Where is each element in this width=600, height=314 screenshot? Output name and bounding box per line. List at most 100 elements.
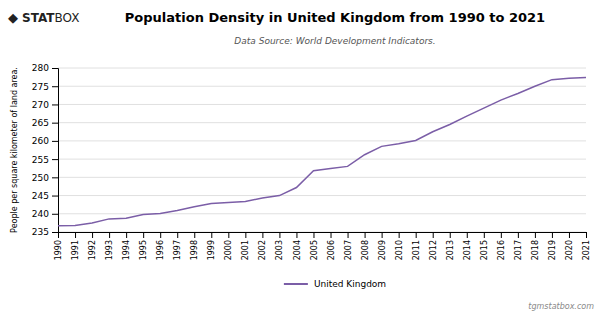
logo-diamond: ◆ [8, 10, 18, 25]
y-tick: 270 [32, 100, 58, 110]
x-tick: 1999 [207, 232, 216, 260]
x-tick: 2010 [395, 232, 404, 260]
x-tick-label: 2018 [531, 240, 540, 260]
y-tick-mark [52, 177, 58, 178]
x-tick: 2012 [429, 232, 438, 260]
y-tick-mark [52, 68, 58, 69]
x-tick-label: 2003 [275, 240, 284, 260]
x-tick-label: 2013 [446, 240, 455, 260]
x-tick: 2008 [361, 232, 370, 260]
x-tick-label: 1991 [71, 240, 80, 260]
x-tick-label: 2009 [378, 240, 387, 260]
y-tick: 250 [32, 173, 58, 183]
x-tick-label: 1998 [190, 240, 199, 260]
y-tick-mark [52, 86, 58, 87]
x-tick: 1996 [156, 232, 165, 260]
y-tick-label: 270 [32, 100, 49, 110]
x-axis-line [59, 233, 587, 239]
y-axis-line [52, 69, 59, 233]
x-tick: 1995 [139, 232, 148, 260]
y-tick: 280 [32, 63, 58, 73]
x-tick-mark [262, 232, 263, 238]
x-tick-mark [143, 232, 144, 238]
x-tick-mark [331, 232, 332, 238]
x-tick: 2001 [241, 232, 250, 260]
y-axis-title: People per square kilometer of land area… [10, 67, 19, 233]
x-tick-label: 1993 [105, 240, 114, 260]
x-tick-mark [194, 232, 195, 238]
logo-box: BOX [54, 11, 79, 25]
x-tick-label: 1990 [54, 240, 63, 260]
x-tick-mark [518, 232, 519, 238]
grid-line [58, 104, 586, 105]
x-tick-label: 2007 [344, 240, 353, 260]
x-tick: 1991 [71, 232, 80, 260]
x-tick-mark [586, 232, 587, 238]
grid-line [58, 122, 586, 123]
x-tick-label: 1996 [156, 240, 165, 260]
x-tick-label: 2000 [224, 240, 233, 260]
logo: ◆ STATBOX [8, 10, 79, 25]
y-tick-label: 255 [32, 154, 49, 164]
plot: 2352402452502552602652702752801990199119… [32, 63, 591, 260]
grid-line [58, 213, 586, 214]
y-tick-mark [52, 141, 58, 142]
y-tick: 235 [32, 227, 58, 237]
grid-line [58, 140, 586, 141]
x-tick-mark [484, 232, 485, 238]
grid-line [58, 195, 586, 196]
x-tick: 1992 [88, 232, 97, 260]
y-tick-label: 235 [32, 227, 49, 237]
x-tick-mark [109, 232, 110, 238]
y-tick-mark [52, 123, 58, 124]
y-axis: 235240245250255260265270275280 [32, 63, 59, 237]
x-tick-label: 2005 [310, 240, 319, 260]
y-tick: 245 [32, 191, 58, 201]
x-tick-label: 2021 [582, 240, 591, 260]
x-tick-mark [228, 232, 229, 238]
x-tick-label: 1997 [173, 240, 182, 260]
y-tick-label: 250 [32, 173, 49, 183]
x-tick-label: 2017 [514, 240, 523, 260]
x-tick: 1990 [54, 232, 63, 260]
x-tick: 2018 [531, 232, 540, 260]
x-tick: 1998 [190, 232, 199, 260]
y-tick-label: 260 [32, 136, 49, 146]
x-tick: 2020 [565, 232, 574, 260]
legend-item: United Kingdom [284, 279, 386, 289]
x-tick: 2011 [412, 232, 421, 260]
x-tick: 2009 [378, 232, 387, 260]
chart: ◆STATBOXPopulation Density in United Kin… [0, 0, 600, 314]
x-tick-mark [365, 232, 366, 238]
y-tick: 255 [32, 154, 58, 164]
subtitle: Data Source: World Development Indicator… [234, 36, 435, 46]
grid-line [58, 86, 586, 87]
logo-stat: STAT [22, 11, 55, 25]
y-tick-mark [52, 196, 58, 197]
x-tick-mark [296, 232, 297, 238]
x-tick-label: 2012 [429, 240, 438, 260]
x-tick-label: 1999 [207, 240, 216, 260]
x-tick-label: 1992 [88, 240, 97, 260]
grid [58, 68, 586, 232]
x-tick-mark [501, 232, 502, 238]
x-tick-label: 2011 [412, 240, 421, 260]
y-tick-mark [52, 159, 58, 160]
x-tick: 1997 [173, 232, 182, 260]
x-tick-mark [450, 232, 451, 238]
x-tick-label: 2004 [293, 240, 302, 260]
x-tick: 2017 [514, 232, 523, 260]
y-tick: 275 [32, 82, 58, 92]
x-tick: 1993 [105, 232, 114, 260]
x-tick-mark [92, 232, 93, 238]
x-tick-mark [348, 232, 349, 238]
legend-label: United Kingdom [314, 279, 386, 289]
x-tick-label: 2016 [497, 240, 506, 260]
x-tick-label: 2010 [395, 240, 404, 260]
y-tick: 265 [32, 118, 58, 128]
y-tick-mark [52, 232, 58, 233]
x-tick-label: 1995 [139, 240, 148, 260]
x-tick-label: 2015 [480, 240, 489, 260]
x-tick-mark [399, 232, 400, 238]
x-tick-mark [177, 232, 178, 238]
